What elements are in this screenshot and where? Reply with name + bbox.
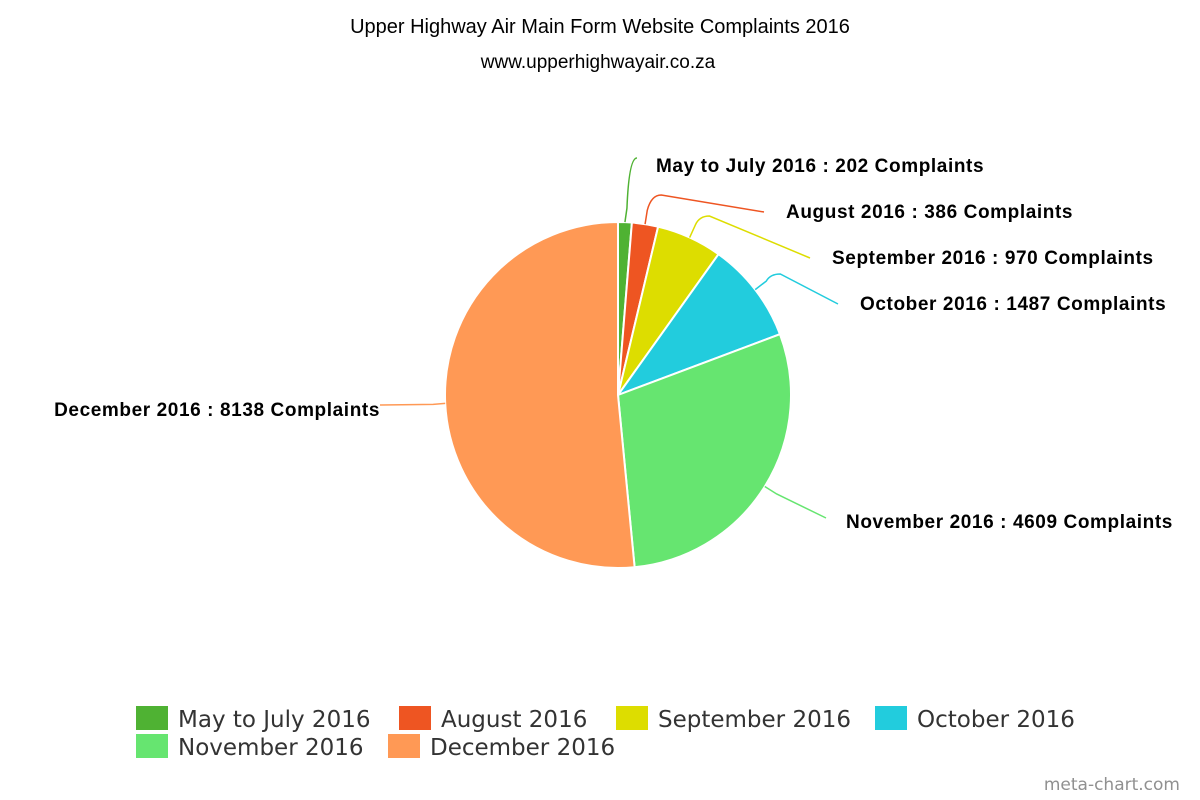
data-label-august-2016: August 2016 : 386 Complaints bbox=[786, 202, 1073, 223]
connector-september-2016 bbox=[688, 215, 811, 259]
data-label-december-2016: December 2016 : 8138 Complaints bbox=[54, 400, 380, 421]
connector-november-2016 bbox=[764, 485, 827, 519]
legend-swatch bbox=[388, 734, 420, 758]
data-label-november-2016: November 2016 : 4609 Complaints bbox=[846, 512, 1173, 533]
legend: May to July 2016 August 2016 September 201… bbox=[136, 706, 1075, 761]
legend-label: November 2016 bbox=[178, 735, 364, 761]
legend-item-may-to-july-2016[interactable]: May to July 2016 bbox=[136, 706, 370, 733]
legend-label: August 2016 bbox=[441, 707, 587, 733]
legend-swatch bbox=[399, 706, 431, 730]
legend-label: May to July 2016 bbox=[178, 707, 370, 733]
slice-december-2016[interactable] bbox=[444, 220, 636, 569]
legend-item-november-2016[interactable]: November 2016 bbox=[136, 734, 364, 761]
connector-december-2016 bbox=[379, 402, 446, 406]
chart-subtitle: www.upperhighwayair.co.za bbox=[480, 52, 716, 73]
data-label-october-2016: October 2016 : 1487 Complaints bbox=[860, 294, 1166, 315]
legend-item-october-2016[interactable]: October 2016 bbox=[875, 706, 1075, 733]
data-label-september-2016: September 2016 : 970 Complaints bbox=[832, 248, 1154, 269]
legend-item-september-2016[interactable]: September 2016 bbox=[616, 706, 851, 733]
legend-swatch bbox=[616, 706, 648, 730]
slice-november-2016[interactable] bbox=[616, 332, 792, 569]
legend-label: September 2016 bbox=[658, 707, 851, 733]
legend-swatch bbox=[136, 734, 168, 758]
connector-october-2016 bbox=[754, 273, 839, 305]
legend-swatch bbox=[875, 706, 907, 730]
legend-item-december-2016[interactable]: December 2016 bbox=[388, 734, 615, 761]
data-labels: May to July 2016 : 202 Complaints August … bbox=[54, 156, 1173, 533]
connector-may-to-july-2016 bbox=[624, 157, 638, 223]
credit-link[interactable]: meta-chart.com bbox=[1044, 775, 1180, 795]
data-label-may-to-july-2016: May to July 2016 : 202 Complaints bbox=[656, 156, 984, 177]
chart-title: Upper Highway Air Main Form Website Comp… bbox=[350, 16, 850, 38]
legend-label: December 2016 bbox=[430, 735, 615, 761]
legend-label: October 2016 bbox=[917, 707, 1075, 733]
connector-august-2016 bbox=[644, 194, 765, 225]
label-connectors bbox=[379, 157, 839, 519]
pie-slices bbox=[444, 220, 792, 569]
legend-item-august-2016[interactable]: August 2016 bbox=[399, 706, 587, 733]
legend-swatch bbox=[136, 706, 168, 730]
